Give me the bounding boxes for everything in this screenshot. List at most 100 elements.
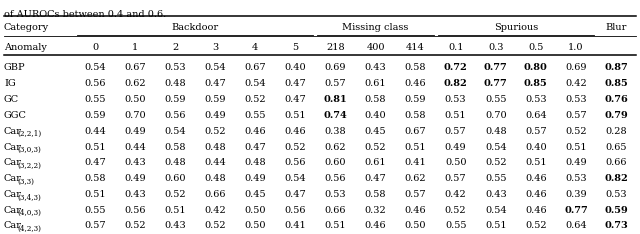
Text: 0.85: 0.85 [524,79,548,88]
Text: 0.46: 0.46 [285,127,306,136]
Text: 0.73: 0.73 [604,222,628,230]
Text: 0.56: 0.56 [84,79,106,88]
Text: 0.74: 0.74 [324,111,348,120]
Text: 0.46: 0.46 [525,206,547,215]
Text: (3,4,3): (3,4,3) [17,193,41,201]
Text: 0.54: 0.54 [84,63,106,73]
Text: 0.54: 0.54 [285,174,306,183]
Text: 0.53: 0.53 [445,95,467,104]
Text: 0.48: 0.48 [164,79,186,88]
Text: 0.44: 0.44 [124,143,146,151]
Text: 0.50: 0.50 [244,222,266,230]
Text: 0.32: 0.32 [365,206,387,215]
Text: 0.55: 0.55 [84,95,106,104]
Text: 0.58: 0.58 [365,190,387,199]
Text: 0.3: 0.3 [488,43,504,51]
Text: Spurious: Spurious [493,23,538,33]
Text: 5: 5 [292,43,298,51]
Text: 218: 218 [326,43,345,51]
Text: 0.58: 0.58 [405,63,426,73]
Text: 0.59: 0.59 [604,206,628,215]
Text: 0.60: 0.60 [324,158,346,167]
Text: 1.0: 1.0 [568,43,584,51]
Text: 0.46: 0.46 [365,222,387,230]
Text: 0.53: 0.53 [324,190,346,199]
Text: 0.56: 0.56 [164,111,186,120]
Text: 400: 400 [366,43,385,51]
Text: 0.79: 0.79 [604,111,628,120]
Text: 0.47: 0.47 [365,174,387,183]
Text: 0.54: 0.54 [244,79,266,88]
Text: 0.50: 0.50 [405,222,426,230]
Text: 0.70: 0.70 [124,111,146,120]
Text: 0.55: 0.55 [485,174,506,183]
Text: 0.58: 0.58 [164,143,186,151]
Text: 0.59: 0.59 [84,111,106,120]
Text: 0.64: 0.64 [565,222,587,230]
Text: 0.55: 0.55 [485,95,506,104]
Text: 0.55: 0.55 [445,222,467,230]
Text: 0.51: 0.51 [285,111,306,120]
Text: 0.67: 0.67 [124,63,146,73]
Text: 0.62: 0.62 [324,143,346,151]
Text: 0.51: 0.51 [164,206,186,215]
Text: 0.51: 0.51 [84,143,106,151]
Text: 0.54: 0.54 [164,127,186,136]
Text: 2: 2 [172,43,179,51]
Text: Car: Car [4,143,22,151]
Text: 0.47: 0.47 [285,190,307,199]
Text: (3,0,3): (3,0,3) [17,146,41,154]
Text: 0.61: 0.61 [365,79,387,88]
Text: 0.38: 0.38 [324,127,346,136]
Text: Category: Category [4,23,49,33]
Text: 0.56: 0.56 [124,206,146,215]
Text: 0.59: 0.59 [164,95,186,104]
Text: 0.42: 0.42 [565,79,587,88]
Text: 0.52: 0.52 [124,222,146,230]
Text: 0.44: 0.44 [204,158,226,167]
Text: 0.41: 0.41 [285,222,307,230]
Text: 0.45: 0.45 [244,190,266,199]
Text: 0.52: 0.52 [445,206,467,215]
Text: 0.66: 0.66 [205,190,226,199]
Text: Missing class: Missing class [342,23,409,33]
Text: 0.77: 0.77 [484,63,508,73]
Text: 0.44: 0.44 [84,127,106,136]
Text: Car: Car [4,190,22,199]
Text: 0.5: 0.5 [528,43,543,51]
Text: 0.57: 0.57 [445,174,467,183]
Text: GC: GC [4,95,19,104]
Text: 0.47: 0.47 [244,143,266,151]
Text: 0.43: 0.43 [124,158,146,167]
Text: 0.53: 0.53 [565,174,587,183]
Text: 0.51: 0.51 [565,143,587,151]
Text: 0.67: 0.67 [244,63,266,73]
Text: 0.45: 0.45 [365,127,387,136]
Text: 0.56: 0.56 [285,158,306,167]
Text: 0.57: 0.57 [404,190,426,199]
Text: GBP: GBP [4,63,26,73]
Text: 0.76: 0.76 [604,95,628,104]
Text: 0.48: 0.48 [204,143,226,151]
Text: 0.48: 0.48 [204,174,226,183]
Text: 0.52: 0.52 [204,222,226,230]
Text: 0.56: 0.56 [324,174,346,183]
Text: 0.47: 0.47 [204,79,226,88]
Text: 0.49: 0.49 [124,174,146,183]
Text: 0.57: 0.57 [84,222,106,230]
Text: 0.82: 0.82 [604,174,628,183]
Text: 0.47: 0.47 [84,158,106,167]
Text: 0.60: 0.60 [164,174,186,183]
Text: 0.52: 0.52 [244,95,266,104]
Text: 0.52: 0.52 [204,127,226,136]
Text: 0.54: 0.54 [485,143,507,151]
Text: Anomaly: Anomaly [4,43,47,51]
Text: 0.46: 0.46 [244,127,266,136]
Text: 0.58: 0.58 [405,111,426,120]
Text: Car: Car [4,174,22,183]
Text: Car: Car [4,222,22,230]
Text: Car: Car [4,206,22,215]
Text: 0.57: 0.57 [324,79,346,88]
Text: 0.80: 0.80 [524,63,548,73]
Text: 0.72: 0.72 [444,63,468,73]
